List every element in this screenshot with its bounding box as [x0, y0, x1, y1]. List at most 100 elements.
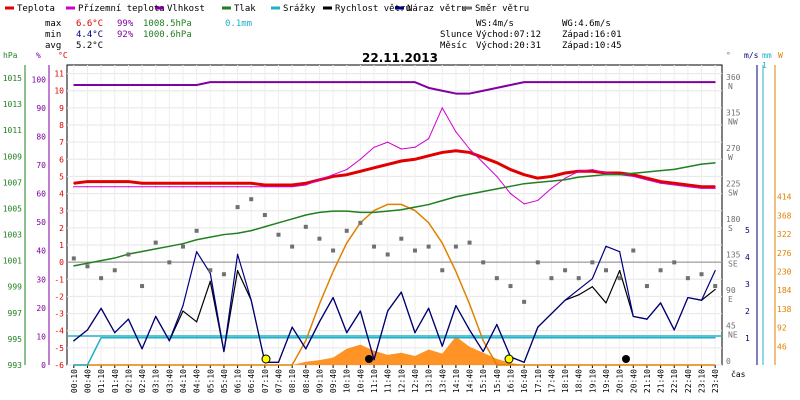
series-4-point-29: [468, 337, 471, 339]
wind-direction-point-2: [99, 276, 104, 281]
x-tick-41: 20:40: [629, 369, 638, 393]
series-4-point-33: [523, 337, 525, 339]
series-3-point-37: [578, 176, 580, 178]
series-1-point-2: [100, 186, 102, 188]
hpa-tick-5: 1005: [3, 204, 22, 213]
x-tick-27: 13:40: [438, 369, 447, 393]
wind-direction-point-3: [112, 268, 117, 273]
series-6-point-17: [305, 348, 307, 350]
legend-label-6: Náraz větru: [407, 4, 467, 14]
series-4-point-6: [155, 337, 157, 339]
series-6-point-19: [332, 296, 334, 299]
w-tick-1: 368: [777, 211, 792, 220]
sunrise-icon: [261, 354, 271, 364]
legend-label-0: Teplota: [17, 4, 55, 14]
x-tick-35: 17:40: [547, 369, 556, 393]
ms-axis-unit: m/s: [744, 51, 759, 60]
series-2-point-36: [564, 81, 566, 83]
series-6-point-41: [632, 315, 634, 318]
series-0-point-15: [277, 184, 280, 186]
series-1-point-13: [250, 186, 252, 188]
x-tick-33: 16:40: [520, 369, 529, 393]
series-2-point-45: [687, 81, 689, 83]
series-2-point-23: [387, 81, 389, 83]
series-3-point-44: [673, 168, 675, 170]
series-2-point-40: [619, 81, 621, 83]
series-0-point-30: [482, 156, 484, 159]
wind-direction-point-36: [563, 268, 568, 273]
legend-label-5: Rychlost větru: [335, 4, 411, 14]
series-0-point-42: [646, 177, 648, 179]
series-2-point-10: [209, 81, 211, 83]
series-3-point-35: [550, 180, 553, 182]
series-2-point-32: [509, 84, 512, 86]
x-tick-2: 01:10: [97, 369, 106, 393]
series-2-point-5: [141, 84, 143, 86]
legend: Teplota Přízemní teplota Vlhkost Tlak Srážky…: [5, 4, 529, 14]
stat-max-press: 1008.5hPa: [143, 19, 192, 29]
series-0-point-45: [687, 184, 689, 186]
series-2-point-31: [496, 87, 498, 89]
series-1-point-26: [428, 138, 430, 140]
series-3-point-22: [373, 211, 375, 213]
series-4-point-0: [73, 364, 75, 366]
series-3-point-28: [455, 196, 457, 198]
hpa-tick-1: 1013: [3, 100, 22, 109]
series-6-point-43: [659, 302, 662, 304]
x-tick-14: 07:10: [261, 369, 270, 393]
series-4-point-40: [619, 337, 621, 339]
x-tick-37: 18:40: [575, 369, 584, 393]
pct-axis-unit: %: [36, 51, 41, 60]
series-1-point-28: [455, 131, 457, 133]
sun-label: Slunce: [440, 30, 473, 40]
series-1-point-38: [591, 168, 593, 171]
hpa-tick-9: 997: [8, 309, 23, 318]
series-line-3: [73, 162, 716, 267]
series-3-point-36: [564, 179, 566, 181]
pct-tick-4: 60: [36, 190, 46, 199]
series-2-point-6: [155, 84, 157, 86]
series-6-point-9: [196, 251, 198, 253]
series-3-point-9: [196, 239, 198, 241]
temp-tick-3: 8: [59, 121, 64, 130]
temp-tick-4: 7: [59, 138, 64, 147]
x-tick-12: 06:10: [234, 369, 243, 393]
series-3-point-16: [291, 218, 293, 220]
series-6-point-18: [318, 321, 321, 323]
series-0-point-28: [455, 150, 457, 152]
wind-direction-point-6: [153, 240, 158, 245]
series-2-point-44: [673, 81, 675, 83]
x-tick-9: 04:40: [193, 369, 202, 393]
series-2-point-13: [250, 81, 252, 83]
series-1-point-0: [73, 186, 75, 188]
wind-direction-point-29: [467, 240, 472, 245]
hpa-tick-6: 1003: [3, 231, 22, 240]
series-3-point-14: [264, 226, 266, 228]
legend-label-2: Vlhkost: [167, 4, 205, 14]
series-0-point-43: [659, 180, 662, 183]
series-1-point-22: [373, 146, 375, 148]
series-1-point-16: [291, 186, 293, 188]
wind-direction-point-46: [699, 272, 704, 277]
pct-tick-0: 100: [32, 75, 47, 84]
series-1-point-25: [414, 146, 416, 148]
series-2-point-15: [277, 81, 280, 83]
x-tick-8: 04:10: [179, 369, 188, 393]
series-4-point-36: [564, 337, 566, 339]
series-0-point-46: [700, 186, 703, 188]
temp-tick-11: 0: [59, 258, 64, 267]
series-4-point-4: [127, 337, 130, 339]
series-6-point-1: [86, 329, 89, 331]
series-4-point-25: [414, 337, 416, 339]
series-5-point-38: [591, 286, 593, 288]
series-6-point-27: [441, 345, 443, 347]
dir-tick-0: 360: [726, 73, 741, 82]
series-3-point-12: [236, 232, 239, 234]
series-3-point-26: [428, 203, 430, 206]
series-0-point-27: [441, 151, 443, 154]
x-tick-20: 10:10: [343, 369, 352, 393]
series-1-point-35: [550, 187, 553, 190]
series-2-point-42: [646, 81, 648, 83]
wind-direction-point-14: [262, 213, 267, 217]
series-1-point-42: [646, 179, 648, 181]
